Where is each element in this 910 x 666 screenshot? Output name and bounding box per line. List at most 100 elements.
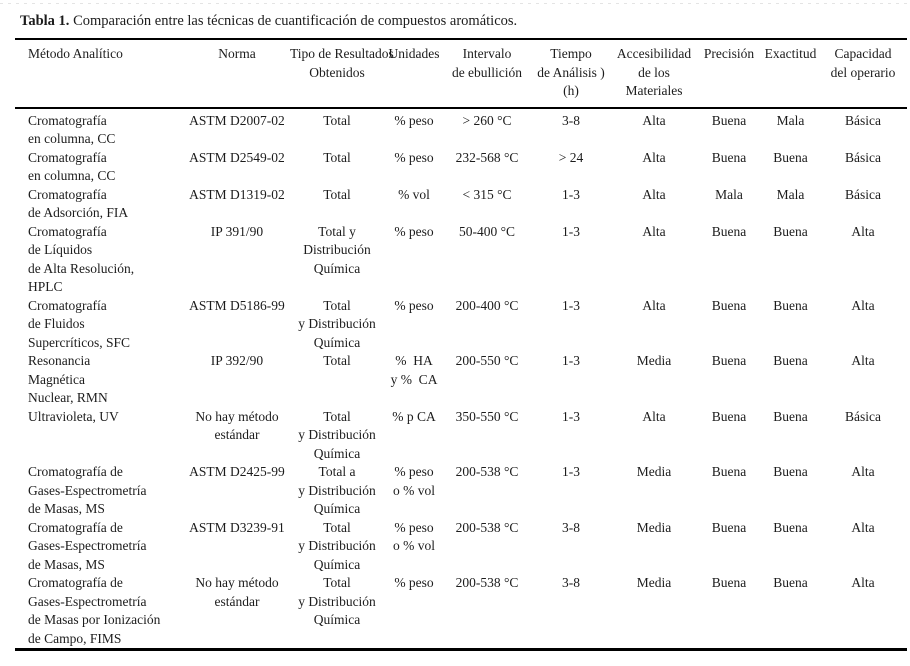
table-cell-precision: Buena <box>711 464 747 479</box>
table-cell-unidades: % peso <box>394 149 434 165</box>
table-title-label: Tabla 1. <box>20 13 70 29</box>
table-cell-metodo-analitico: Cromatografía en columna, CC <box>28 112 116 147</box>
column-header-tipo-de-resultados: Tipo de Resultados Obtenidos <box>290 46 394 80</box>
table-cell-metodo-analitico: Cromatografía en columna, CC <box>28 149 116 184</box>
table-cell-intervalo-de-ebullicion: 350-550 °C <box>455 408 519 424</box>
table-cell-precision: Buena <box>711 149 747 165</box>
table-cell-exactitud: Buena <box>773 223 808 239</box>
header-row: Método Analítico Norma Tipo de Resultados … <box>15 39 907 108</box>
table-cell-exactitud: Mala <box>776 112 805 128</box>
table-cell-intervalo-de-ebullicion: < 315 °C <box>462 186 512 202</box>
table-cell-norma: ASTM D2549-02 <box>189 149 285 165</box>
table-cell-capacidad-del-operario: Alta <box>851 575 875 590</box>
table-cell-norma: IP 392/90 <box>210 353 264 368</box>
column-header-metodo-analitico: Método Analítico <box>28 46 123 61</box>
table-cell-accesibilidad-de-los-materiales: Media <box>636 575 672 590</box>
table-cell-unidades: % peso <box>394 112 434 128</box>
table-cell-capacidad-del-operario: Básica <box>845 112 881 128</box>
table-cell-capacidad-del-operario: Alta <box>851 223 875 239</box>
table-cell-unidades: % HA y % CA <box>390 353 438 387</box>
table-cell-precision: Buena <box>711 575 747 590</box>
table-cell-tiempo-de-analisis: 1-3 <box>562 408 580 424</box>
table-cell-capacidad-del-operario: Básica <box>845 408 881 424</box>
table-cell-norma: No hay método estándar <box>195 408 279 443</box>
table-cell-accesibilidad-de-los-materiales: Alta <box>642 186 666 202</box>
table-cell-tipo-de-resultados: Total y Distribución Química <box>298 408 376 461</box>
table-cell-unidades: % peso <box>394 575 434 590</box>
table-cell-accesibilidad-de-los-materiales: Media <box>636 353 672 368</box>
table-cell-norma: No hay método estándar <box>195 575 279 609</box>
table-cell-accesibilidad-de-los-materiales: Alta <box>642 149 666 165</box>
table-cell-norma: ASTM D1319-02 <box>189 186 285 202</box>
table-cell-norma: ASTM D2425-99 <box>189 464 285 479</box>
table-cell-tipo-de-resultados: Total y Distribución Química <box>303 223 371 276</box>
table-cell-accesibilidad-de-los-materiales: Alta <box>642 112 666 128</box>
column-header-capacidad-del-operario: Capacidad del operario <box>830 46 896 80</box>
table-cell-tipo-de-resultados: Total <box>323 149 351 165</box>
table-cell-tiempo-de-analisis: 3-8 <box>562 112 580 128</box>
table-cell-capacidad-del-operario: Básica <box>845 186 881 202</box>
table-cell-accesibilidad-de-los-materiales: Media <box>636 519 672 535</box>
column-header-tiempo-de-analisis: Tiempo de Análisis ) (h) <box>537 46 605 98</box>
table-cell-tiempo-de-analisis: > 24 <box>558 149 584 165</box>
table-cell-unidades: % p CA <box>392 408 436 424</box>
table-cell-tipo-de-resultados: Total <box>323 186 351 202</box>
table-cell-accesibilidad-de-los-materiales: Alta <box>642 297 666 313</box>
table-cell-capacidad-del-operario: Alta <box>851 464 875 479</box>
table-cell-intervalo-de-ebullicion: 200-538 °C <box>455 519 519 535</box>
table-body: Cromatografía en columna, CC ASTM D2007-0… <box>15 108 907 650</box>
comparison-table: Método Analítico Norma Tipo de Resultados … <box>15 38 907 651</box>
table-title: Tabla 1. Comparación entre las técnicas … <box>20 12 890 31</box>
table-row: Cromatografía de Gases-Espectrometría de… <box>15 574 907 650</box>
table-cell-precision: Buena <box>711 223 747 239</box>
table-row: Resonancia Magnética Nuclear, RMN IP 392/… <box>15 352 907 408</box>
table-cell-metodo-analitico: Cromatografía de Gases-Espectrometría de… <box>28 575 161 646</box>
table-cell-tiempo-de-analisis: 1-3 <box>562 464 580 479</box>
table-cell-exactitud: Buena <box>773 408 808 424</box>
table-cell-capacidad-del-operario: Alta <box>851 297 875 313</box>
table-cell-tipo-de-resultados: Total y Distribución Química <box>298 575 376 627</box>
column-header-accesibilidad-de-los-materiales: Accesibilidad de los Materiales <box>616 46 692 98</box>
table-cell-exactitud: Buena <box>773 575 808 590</box>
table-cell-capacidad-del-operario: Alta <box>851 519 875 535</box>
column-header-precision: Precisión <box>703 46 755 61</box>
table-cell-accesibilidad-de-los-materiales: Alta <box>642 408 666 424</box>
table-cell-intervalo-de-ebullicion: 200-538 °C <box>455 464 519 479</box>
table-cell-unidades: % peso o % vol <box>393 519 435 554</box>
table-cell-exactitud: Mala <box>776 186 805 202</box>
table-cell-metodo-analitico: Cromatografía de Gases-Espectrometría de… <box>28 464 147 516</box>
table-cell-unidades: % vol <box>398 186 430 202</box>
column-header-exactitud: Exactitud <box>764 46 817 61</box>
table-cell-tiempo-de-analisis: 3-8 <box>562 575 580 590</box>
table-cell-metodo-analitico: Cromatografía de Fluidos Supercríticos, … <box>28 297 131 350</box>
table-cell-precision: Mala <box>715 186 743 202</box>
table-cell-unidades: % peso o % vol <box>393 464 435 498</box>
table-row: Cromatografía en columna, CC ASTM D2007-0… <box>15 108 907 149</box>
table-cell-intervalo-de-ebullicion: 50-400 °C <box>458 223 516 239</box>
table-row: Ultravioleta, UV No hay método estándar To… <box>15 408 907 464</box>
table-cell-capacidad-del-operario: Alta <box>851 353 875 368</box>
table-row: Cromatografía en columna, CC ASTM D2549-0… <box>15 149 907 186</box>
table-row: Cromatografía de Gases-Espectrometría de… <box>15 463 907 519</box>
table-cell-norma: ASTM D2007-02 <box>189 112 285 128</box>
table-cell-exactitud: Buena <box>773 149 808 165</box>
table-cell-intervalo-de-ebullicion: > 260 °C <box>462 112 512 128</box>
column-header-intervalo-de-ebullicion: Intervalo de ebullición <box>451 46 523 80</box>
table-row: Cromatografía de Gases-Espectrometría de… <box>15 519 907 575</box>
table-cell-intervalo-de-ebullicion: 200-550 °C <box>455 353 519 368</box>
table-cell-precision: Buena <box>711 353 747 368</box>
table-cell-metodo-analitico: Cromatografía de Adsorción, FIA <box>28 186 129 221</box>
table-cell-tiempo-de-analisis: 1-3 <box>562 223 580 239</box>
table-cell-intervalo-de-ebullicion: 200-400 °C <box>455 297 519 313</box>
table-cell-norma: ASTM D3239-91 <box>189 519 285 535</box>
table-cell-tiempo-de-analisis: 3-8 <box>562 519 580 535</box>
table-cell-tipo-de-resultados: Total <box>323 112 351 128</box>
table-cell-tipo-de-resultados: Total <box>323 353 351 368</box>
table-row: Cromatografía de Adsorción, FIA ASTM D131… <box>15 186 907 223</box>
table-cell-tipo-de-resultados: Total y Distribución Química <box>298 297 376 350</box>
table-cell-metodo-analitico: Resonancia Magnética Nuclear, RMN <box>28 353 108 405</box>
table-cell-unidades: % peso <box>394 297 434 313</box>
table-cell-intervalo-de-ebullicion: 232-568 °C <box>455 149 519 165</box>
table-cell-capacidad-del-operario: Básica <box>845 149 881 165</box>
table-row: Cromatografía de Líquidos de Alta Resolu… <box>15 223 907 297</box>
